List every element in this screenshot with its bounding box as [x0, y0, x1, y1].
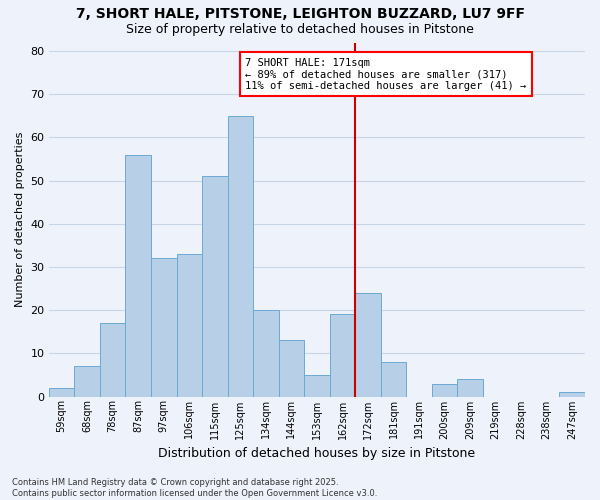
Y-axis label: Number of detached properties: Number of detached properties	[15, 132, 25, 307]
Bar	[100, 323, 125, 396]
Bar	[202, 176, 227, 396]
Bar	[304, 375, 329, 396]
Bar	[125, 154, 151, 396]
Bar	[253, 310, 278, 396]
Bar	[176, 254, 202, 396]
Text: 7 SHORT HALE: 171sqm
← 89% of detached houses are smaller (317)
11% of semi-deta: 7 SHORT HALE: 171sqm ← 89% of detached h…	[245, 58, 527, 91]
Bar	[151, 258, 176, 396]
Text: Contains HM Land Registry data © Crown copyright and database right 2025.
Contai: Contains HM Land Registry data © Crown c…	[12, 478, 377, 498]
Bar	[49, 388, 74, 396]
Text: 7, SHORT HALE, PITSTONE, LEIGHTON BUZZARD, LU7 9FF: 7, SHORT HALE, PITSTONE, LEIGHTON BUZZAR…	[76, 8, 524, 22]
X-axis label: Distribution of detached houses by size in Pitstone: Distribution of detached houses by size …	[158, 447, 475, 460]
Bar	[74, 366, 100, 396]
Bar	[432, 384, 457, 396]
Bar	[381, 362, 406, 396]
Bar	[355, 293, 381, 397]
Bar	[559, 392, 585, 396]
Bar	[457, 379, 483, 396]
Bar	[278, 340, 304, 396]
Bar	[227, 116, 253, 396]
Text: Size of property relative to detached houses in Pitstone: Size of property relative to detached ho…	[126, 22, 474, 36]
Bar	[329, 314, 355, 396]
